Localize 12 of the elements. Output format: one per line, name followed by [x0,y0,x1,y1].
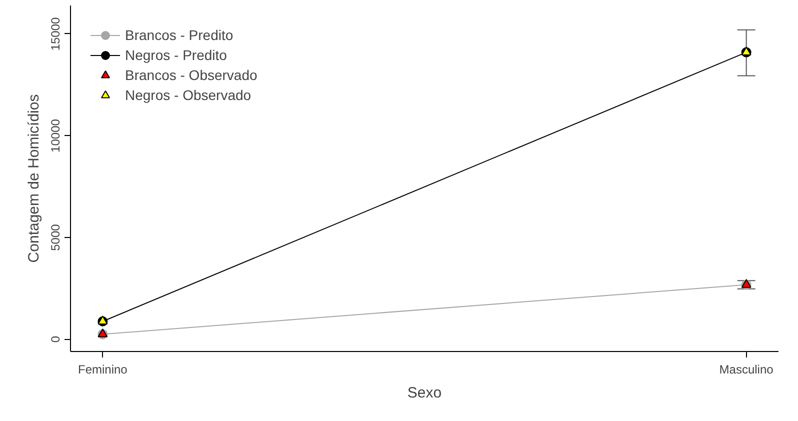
y-tick-label: 10000 [48,118,62,152]
legend-label: Negros - Observado [125,87,252,103]
x-axis-title: Sexo [407,384,442,402]
legend-label: Negros - Predito [125,47,227,63]
y-axis-title: Contagem de Homicídios [26,94,42,263]
legend-label: Brancos - Observado [125,67,258,83]
x-tick-label: Feminino [78,362,128,376]
y-tick-label: 5000 [48,224,62,251]
y-tick-label: 0 [48,336,62,343]
x-tick-label: Masculino [719,362,774,376]
legend-label: Brancos - Predito [125,27,234,43]
y-tick-label: 15000 [48,16,62,51]
